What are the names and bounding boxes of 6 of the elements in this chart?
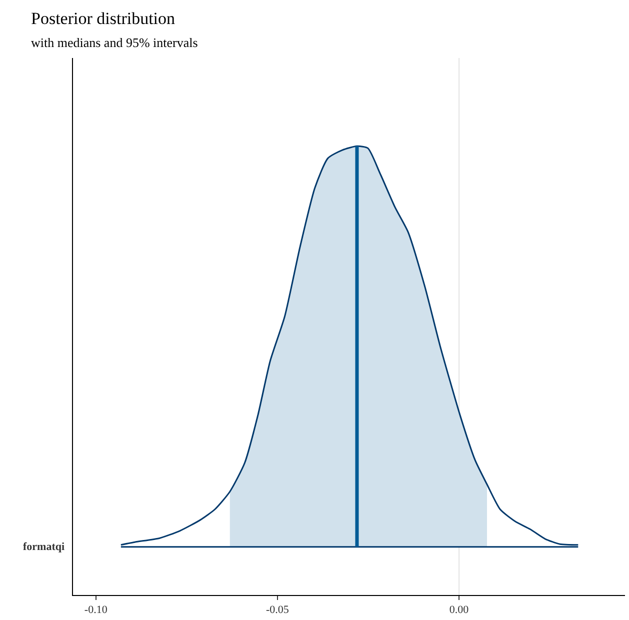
chart-title: Posterior distribution [31, 9, 176, 28]
x-tick-label: -0.10 [84, 604, 108, 616]
chart-subtitle: with medians and 95% intervals [31, 35, 198, 50]
x-tick-label: -0.05 [266, 604, 290, 616]
text: formatqi [23, 541, 65, 553]
x-tick-label: 0.00 [449, 604, 470, 616]
